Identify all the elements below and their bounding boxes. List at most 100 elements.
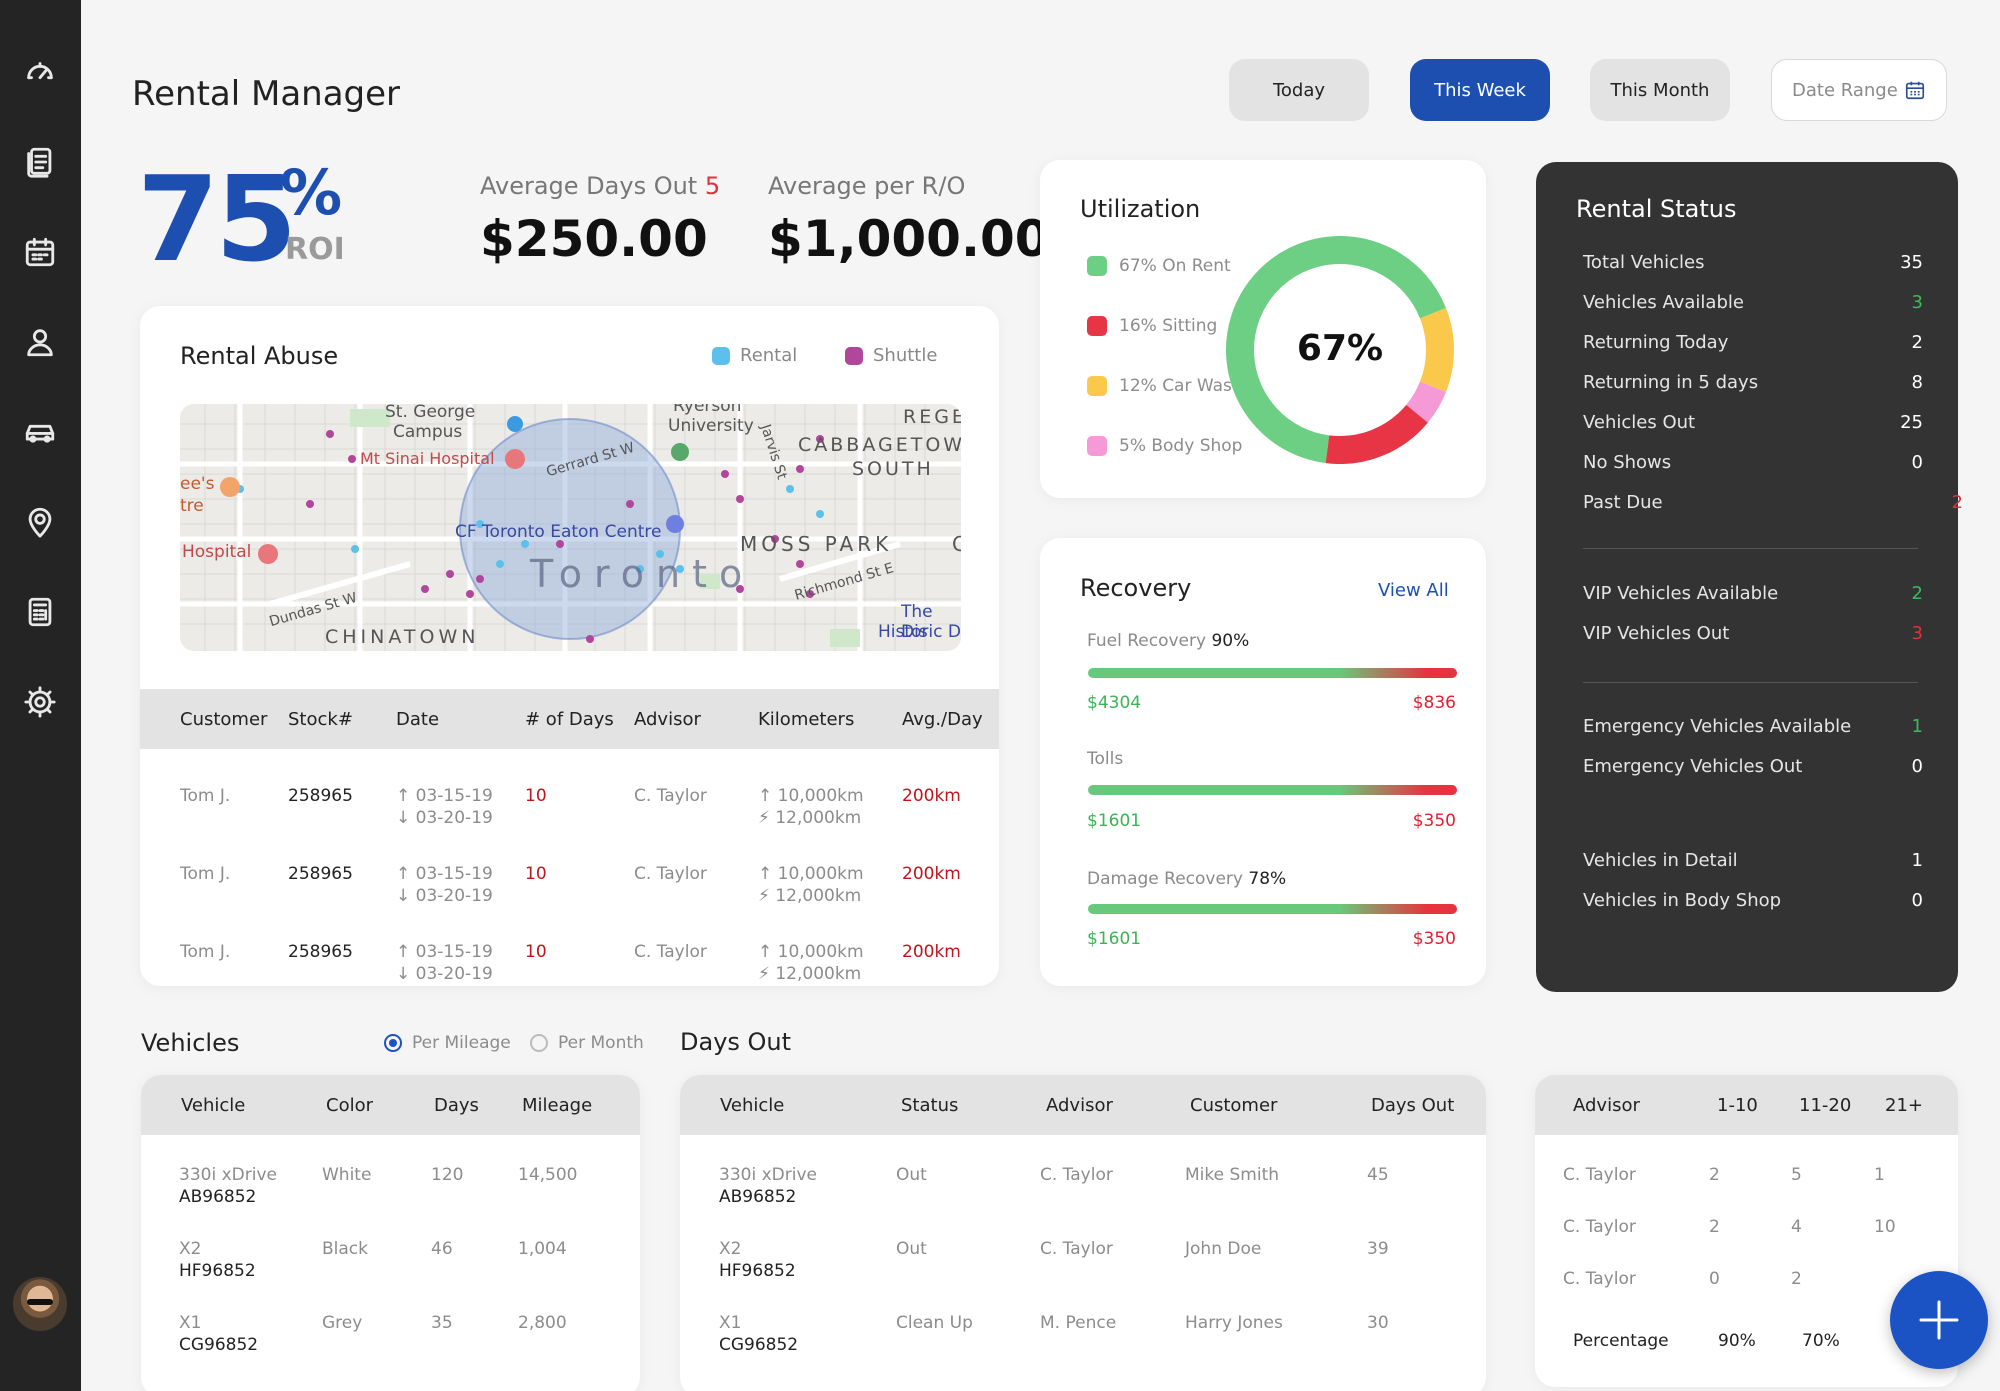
cell-date-out: ↑ 03-15-19 (396, 942, 493, 962)
advisor-table-header: Advisor 1-10 11-20 21+ (1535, 1075, 1958, 1135)
per-month-radio[interactable]: Per Month (530, 1033, 644, 1053)
col-customer[interactable]: Customer (1190, 1094, 1278, 1116)
calendar-icon[interactable] (20, 232, 60, 272)
col-date[interactable]: Date (396, 708, 440, 730)
calculator-icon[interactable] (20, 592, 60, 632)
donut-slice-body-shop[interactable] (1405, 381, 1446, 423)
col-advisor[interactable]: Advisor (1046, 1094, 1113, 1116)
status-value: 25 (1900, 412, 1923, 433)
col-days[interactable]: Days (434, 1094, 479, 1116)
status-row-vehicles-out[interactable]: Vehicles Out 25 (1583, 412, 1923, 433)
utilization-donut-chart (1226, 236, 1454, 464)
status-row-returning-in-5-days[interactable]: Returning in 5 days 8 (1583, 372, 1923, 393)
map-label-chinatown: CHINATOWN (325, 626, 480, 648)
col-color[interactable]: Color (326, 1094, 373, 1116)
donut-slice-on-rent[interactable] (1226, 236, 1446, 464)
dashboard-icon[interactable] (20, 52, 60, 92)
donut-slice-sitting[interactable] (1325, 404, 1428, 464)
map-label-toronto: Toronto (530, 552, 755, 596)
col-kilometers[interactable]: Kilometers (758, 708, 855, 730)
col-avg-day[interactable]: Avg./Day (902, 708, 983, 730)
tolls-high: $350 (1412, 811, 1456, 831)
cell-advisor: C. Taylor (1040, 1165, 1113, 1185)
col-mileage[interactable]: Mileage (522, 1094, 593, 1116)
cell-model: X1 (179, 1313, 202, 1333)
today-button[interactable]: Today (1229, 59, 1369, 121)
damage-recovery-bar (1088, 904, 1457, 914)
percentage-a: 90% (1718, 1331, 1756, 1351)
cell-mileage: 1,004 (518, 1239, 567, 1259)
per-mileage-radio[interactable]: Per Mileage (384, 1033, 511, 1053)
status-row-vip-vehicles-out[interactable]: VIP Vehicles Out 3 (1583, 623, 1923, 644)
car-icon[interactable] (20, 412, 60, 452)
status-row-past-due[interactable]: Past Due 2 (1583, 492, 1963, 513)
date-range-button[interactable]: Date Range (1771, 59, 1947, 121)
col-advisor[interactable]: Advisor (634, 708, 701, 730)
status-value: 1 (1911, 716, 1923, 737)
fuel-high: $836 (1412, 693, 1456, 713)
col-advisor[interactable]: Advisor (1573, 1094, 1640, 1116)
cell-plate: AB96852 (719, 1187, 797, 1207)
cell-1-10: 0 (1709, 1269, 1720, 1289)
col-vehicle[interactable]: Vehicle (181, 1094, 246, 1116)
avatar[interactable] (13, 1277, 67, 1331)
status-label: Vehicles Available (1583, 292, 1744, 313)
status-row-vehicles-available[interactable]: Vehicles Available 3 (1583, 292, 1923, 313)
rental-status-card (1536, 162, 1958, 992)
cell-km-start: ↑ 10,000km (758, 942, 864, 962)
col-11-20[interactable]: 11-20 (1799, 1094, 1852, 1116)
legend-on-rent: 67% On Rent (1087, 256, 1231, 276)
col-customer[interactable]: Customer (180, 708, 268, 730)
cell-model: 330i xDrive (719, 1165, 817, 1185)
rental-abuse-title: Rental Abuse (180, 342, 339, 370)
legend-sitting: 16% Sitting (1087, 316, 1217, 336)
transit-pin (507, 416, 523, 432)
cell-mileage: 2,800 (518, 1313, 567, 1333)
status-row-emergency-vehicles-available[interactable]: Emergency Vehicles Available 1 (1583, 716, 1923, 737)
toronto-map[interactable]: St. George Campus Mt Sinai Hospital Ryer… (180, 404, 961, 651)
col-vehicle[interactable]: Vehicle (720, 1094, 785, 1116)
status-label: No Shows (1583, 452, 1672, 473)
map-label-historic: Historic D (878, 622, 961, 642)
percentage-label: Percentage (1573, 1331, 1669, 1351)
user-icon[interactable] (20, 322, 60, 362)
status-label: Returning Today (1583, 332, 1729, 353)
cell-1-10: 2 (1709, 1165, 1720, 1185)
status-row-returning-today[interactable]: Returning Today 2 (1583, 332, 1923, 353)
status-row-no-shows[interactable]: No Shows 0 (1583, 452, 1923, 473)
percentage-b: 70% (1802, 1331, 1840, 1351)
cell-11-20: 5 (1791, 1165, 1802, 1185)
gear-icon[interactable] (20, 682, 60, 722)
status-row-vehicles-in-detail[interactable]: Vehicles in Detail 1 (1583, 850, 1923, 871)
donut-slice-car-wash[interactable] (1419, 308, 1454, 392)
legend-shuttle: Shuttle (845, 345, 937, 366)
mall-pin (666, 515, 684, 533)
col-status[interactable]: Status (901, 1094, 959, 1116)
cell-1-10: 2 (1709, 1217, 1720, 1237)
fuel-recovery-bar (1088, 668, 1457, 678)
cell-11-20: 2 (1791, 1269, 1802, 1289)
col-21-plus[interactable]: 21+ (1885, 1094, 1923, 1116)
status-label: Vehicles in Body Shop (1583, 890, 1782, 911)
map-label-distillery: The Dis (901, 602, 933, 642)
col-stock[interactable]: Stock# (288, 708, 353, 730)
col-days[interactable]: # of Days (525, 708, 614, 730)
vehicles-title: Vehicles (141, 1029, 240, 1057)
this-month-button[interactable]: This Month (1590, 59, 1730, 121)
col-1-10[interactable]: 1-10 (1717, 1094, 1758, 1116)
status-row-total-vehicles[interactable]: Total Vehicles 35 (1583, 252, 1923, 273)
this-week-button[interactable]: This Week (1410, 59, 1550, 121)
status-row-vip-vehicles-available[interactable]: VIP Vehicles Available 2 (1583, 583, 1923, 604)
location-icon[interactable] (20, 502, 60, 542)
roi-percent: % (280, 156, 343, 229)
status-value: 0 (1911, 756, 1923, 777)
cell-21-plus: 1 (1874, 1165, 1885, 1185)
tolls-bar (1088, 785, 1457, 795)
col-days-out[interactable]: Days Out (1371, 1094, 1455, 1116)
add-button[interactable] (1890, 1271, 1988, 1369)
documents-icon[interactable] (20, 142, 60, 182)
view-all-link[interactable]: View All (1378, 580, 1449, 601)
status-row-emergency-vehicles-out[interactable]: Emergency Vehicles Out 0 (1583, 756, 1923, 777)
status-row-vehicles-in-body-shop[interactable]: Vehicles in Body Shop 0 (1583, 890, 1923, 911)
cell-days-out: 30 (1367, 1313, 1389, 1333)
